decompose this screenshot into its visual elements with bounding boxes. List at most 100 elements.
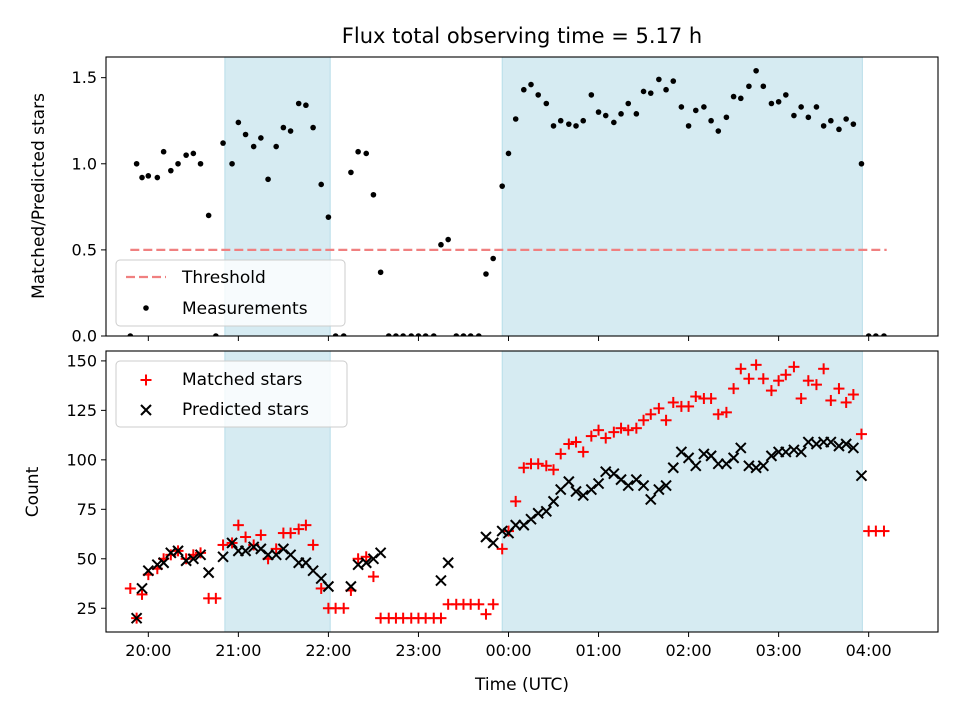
measurement-point <box>377 269 384 276</box>
matched-stars-point <box>577 446 589 458</box>
measurement-point <box>235 119 242 126</box>
measurement-point <box>348 169 354 176</box>
x-axis-label: Time (UTC) <box>474 675 569 695</box>
measurement-point <box>843 116 849 122</box>
matched-stars-point <box>367 571 379 583</box>
measurement-point <box>133 160 140 167</box>
predicted-stars-point <box>743 460 755 472</box>
matched-stars-point <box>563 438 575 450</box>
predicted-stars-mark-b <box>592 477 605 490</box>
measurement-point <box>287 128 294 134</box>
matched-stars-point <box>645 408 657 420</box>
predicted-stars-point <box>735 442 747 454</box>
measurement-point <box>791 112 797 119</box>
measurement-point <box>127 333 134 336</box>
matched-stars-point <box>705 392 717 404</box>
predicted-stars-mark-b <box>847 442 860 454</box>
matched-stars-point <box>735 363 747 375</box>
predicted-stars-mark-b <box>630 473 643 486</box>
measurement-point <box>363 150 370 157</box>
measurement-point <box>154 174 161 181</box>
measurement-point <box>836 126 842 133</box>
matched-stars-point <box>608 426 620 438</box>
predicted-stars-point <box>247 541 260 553</box>
matched-stars-point <box>136 588 148 600</box>
predicted-stars-mark-b <box>795 446 807 458</box>
measurement-point <box>873 333 879 336</box>
measurement-point <box>692 107 699 114</box>
measurement-point <box>618 111 624 117</box>
bottom-y-tick-label: 50 <box>77 549 97 568</box>
predicted-stars-point <box>180 555 192 567</box>
predicted-stars-point <box>532 507 544 519</box>
predicted-stars-point <box>374 547 387 559</box>
predicted-stars-point <box>592 477 605 490</box>
measurement-point <box>242 131 249 138</box>
measurement-point <box>505 150 512 157</box>
predicted-stars-mark-b <box>142 564 155 577</box>
predicted-stars-mark-b <box>322 580 335 593</box>
predicted-stars-mark-b <box>690 460 702 472</box>
measurement-point <box>310 124 316 131</box>
predicted-stars-mark-b <box>563 475 575 488</box>
matched-stars-point <box>293 523 305 535</box>
matched-stars-point <box>878 525 890 537</box>
measurement-point <box>190 150 197 157</box>
predicted-stars-mark-b <box>660 479 672 492</box>
measurement-point <box>213 333 219 336</box>
predicted-stars-point <box>600 466 612 478</box>
predicted-stars-mark-b <box>802 436 815 448</box>
top-axes-frame <box>105 56 939 337</box>
predicted-stars-point <box>757 460 770 472</box>
measurement-point <box>678 104 685 110</box>
predicted-stars-mark-b <box>239 545 252 557</box>
measurement-point <box>205 212 212 219</box>
predicted-stars-point <box>540 505 553 517</box>
bottom-legend-box <box>115 360 348 428</box>
matched-stars-point <box>338 602 350 614</box>
measurement-point <box>881 333 887 336</box>
measurement-point <box>220 140 226 146</box>
predicted-stars-point <box>712 458 725 470</box>
predicted-stars-point <box>750 462 762 474</box>
measurement-point <box>746 83 752 90</box>
measurement-point <box>580 117 587 124</box>
matched-stars-point <box>480 608 492 620</box>
predicted-stars-point <box>509 519 522 531</box>
predicted-stars-mark-b <box>360 557 372 569</box>
measurement-point <box>543 100 550 107</box>
predicted-stars-mark-b <box>705 450 717 462</box>
matched-stars-point <box>743 373 755 385</box>
measurement-point <box>738 95 744 102</box>
predicted-stars-mark-b <box>194 549 207 561</box>
measurement-point <box>250 143 257 150</box>
predicted-stars-mark-b <box>675 446 688 458</box>
measurement-point <box>828 117 834 124</box>
measurement-point <box>858 160 865 167</box>
matched-stars-point <box>728 383 740 395</box>
matched-stars-point <box>510 495 522 507</box>
predicted-stars-mark-b <box>345 580 357 593</box>
predicted-stars-point <box>833 440 845 452</box>
matched-stars-point <box>660 414 672 426</box>
measurement-point <box>258 135 264 141</box>
measurement-point <box>453 333 460 336</box>
matched-stars-point <box>788 361 800 373</box>
measurement-point <box>400 333 406 336</box>
predicted-stars-point <box>645 493 657 506</box>
predicted-stars-point <box>262 549 274 561</box>
measurement-point <box>325 214 332 220</box>
top-y-tick-label: 1.0 <box>72 154 97 173</box>
bottom-x-tick-label: 04:00 <box>846 641 892 660</box>
predicted-stars-point <box>352 559 364 571</box>
predicted-stars-mark-b <box>615 473 627 486</box>
measurement-point <box>685 123 692 129</box>
predicted-stars-point <box>622 479 634 492</box>
measurement-point <box>528 81 534 88</box>
measurement-point <box>760 83 767 90</box>
measurement-point <box>303 102 309 109</box>
predicted-stars-mark-b <box>698 448 710 460</box>
bottom-x-tick-label: 21:00 <box>215 641 261 660</box>
matched-stars-point <box>232 519 244 531</box>
predicted-stars-mark-b <box>442 557 454 569</box>
